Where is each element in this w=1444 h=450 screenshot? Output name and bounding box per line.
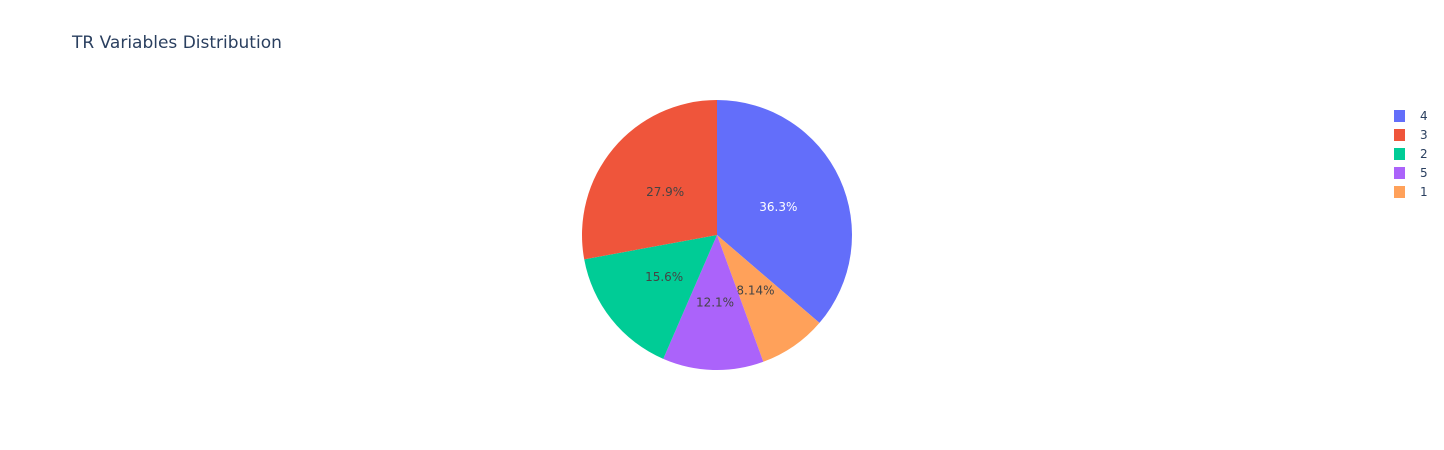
legend-swatch-1 [1394, 185, 1405, 198]
legend-swatch-5 [1394, 166, 1405, 179]
slice-label-4: 36.3% [759, 200, 797, 214]
legend: 4 3 2 5 1 [1394, 106, 1428, 201]
slice-label-2: 15.6% [645, 270, 683, 284]
pie-slice-1[interactable] [717, 235, 820, 362]
slice-label-3: 27.9% [646, 185, 684, 199]
legend-swatch-2 [1394, 147, 1405, 160]
legend-label-3: 3 [1420, 127, 1428, 142]
legend-label-4: 4 [1420, 108, 1428, 123]
legend-item-4[interactable]: 4 [1394, 106, 1428, 125]
slice-label-5: 12.1% [696, 295, 734, 309]
chart-title: TR Variables Distribution [72, 33, 282, 53]
legend-item-1[interactable]: 1 [1394, 182, 1428, 201]
legend-swatch-3 [1394, 128, 1405, 141]
legend-item-3[interactable]: 3 [1394, 125, 1428, 144]
pie-slice-4[interactable] [717, 100, 852, 323]
legend-item-2[interactable]: 2 [1394, 144, 1428, 163]
pie-slice-2[interactable] [584, 235, 717, 359]
legend-swatch-4 [1394, 109, 1405, 122]
legend-label-2: 2 [1420, 146, 1428, 161]
pie-slice-5[interactable] [663, 235, 764, 370]
slice-label-1: 8.14% [736, 283, 774, 297]
legend-label-1: 1 [1420, 184, 1428, 199]
legend-label-5: 5 [1420, 165, 1428, 180]
legend-item-5[interactable]: 5 [1394, 163, 1428, 182]
pie-slice-3[interactable] [582, 100, 717, 260]
